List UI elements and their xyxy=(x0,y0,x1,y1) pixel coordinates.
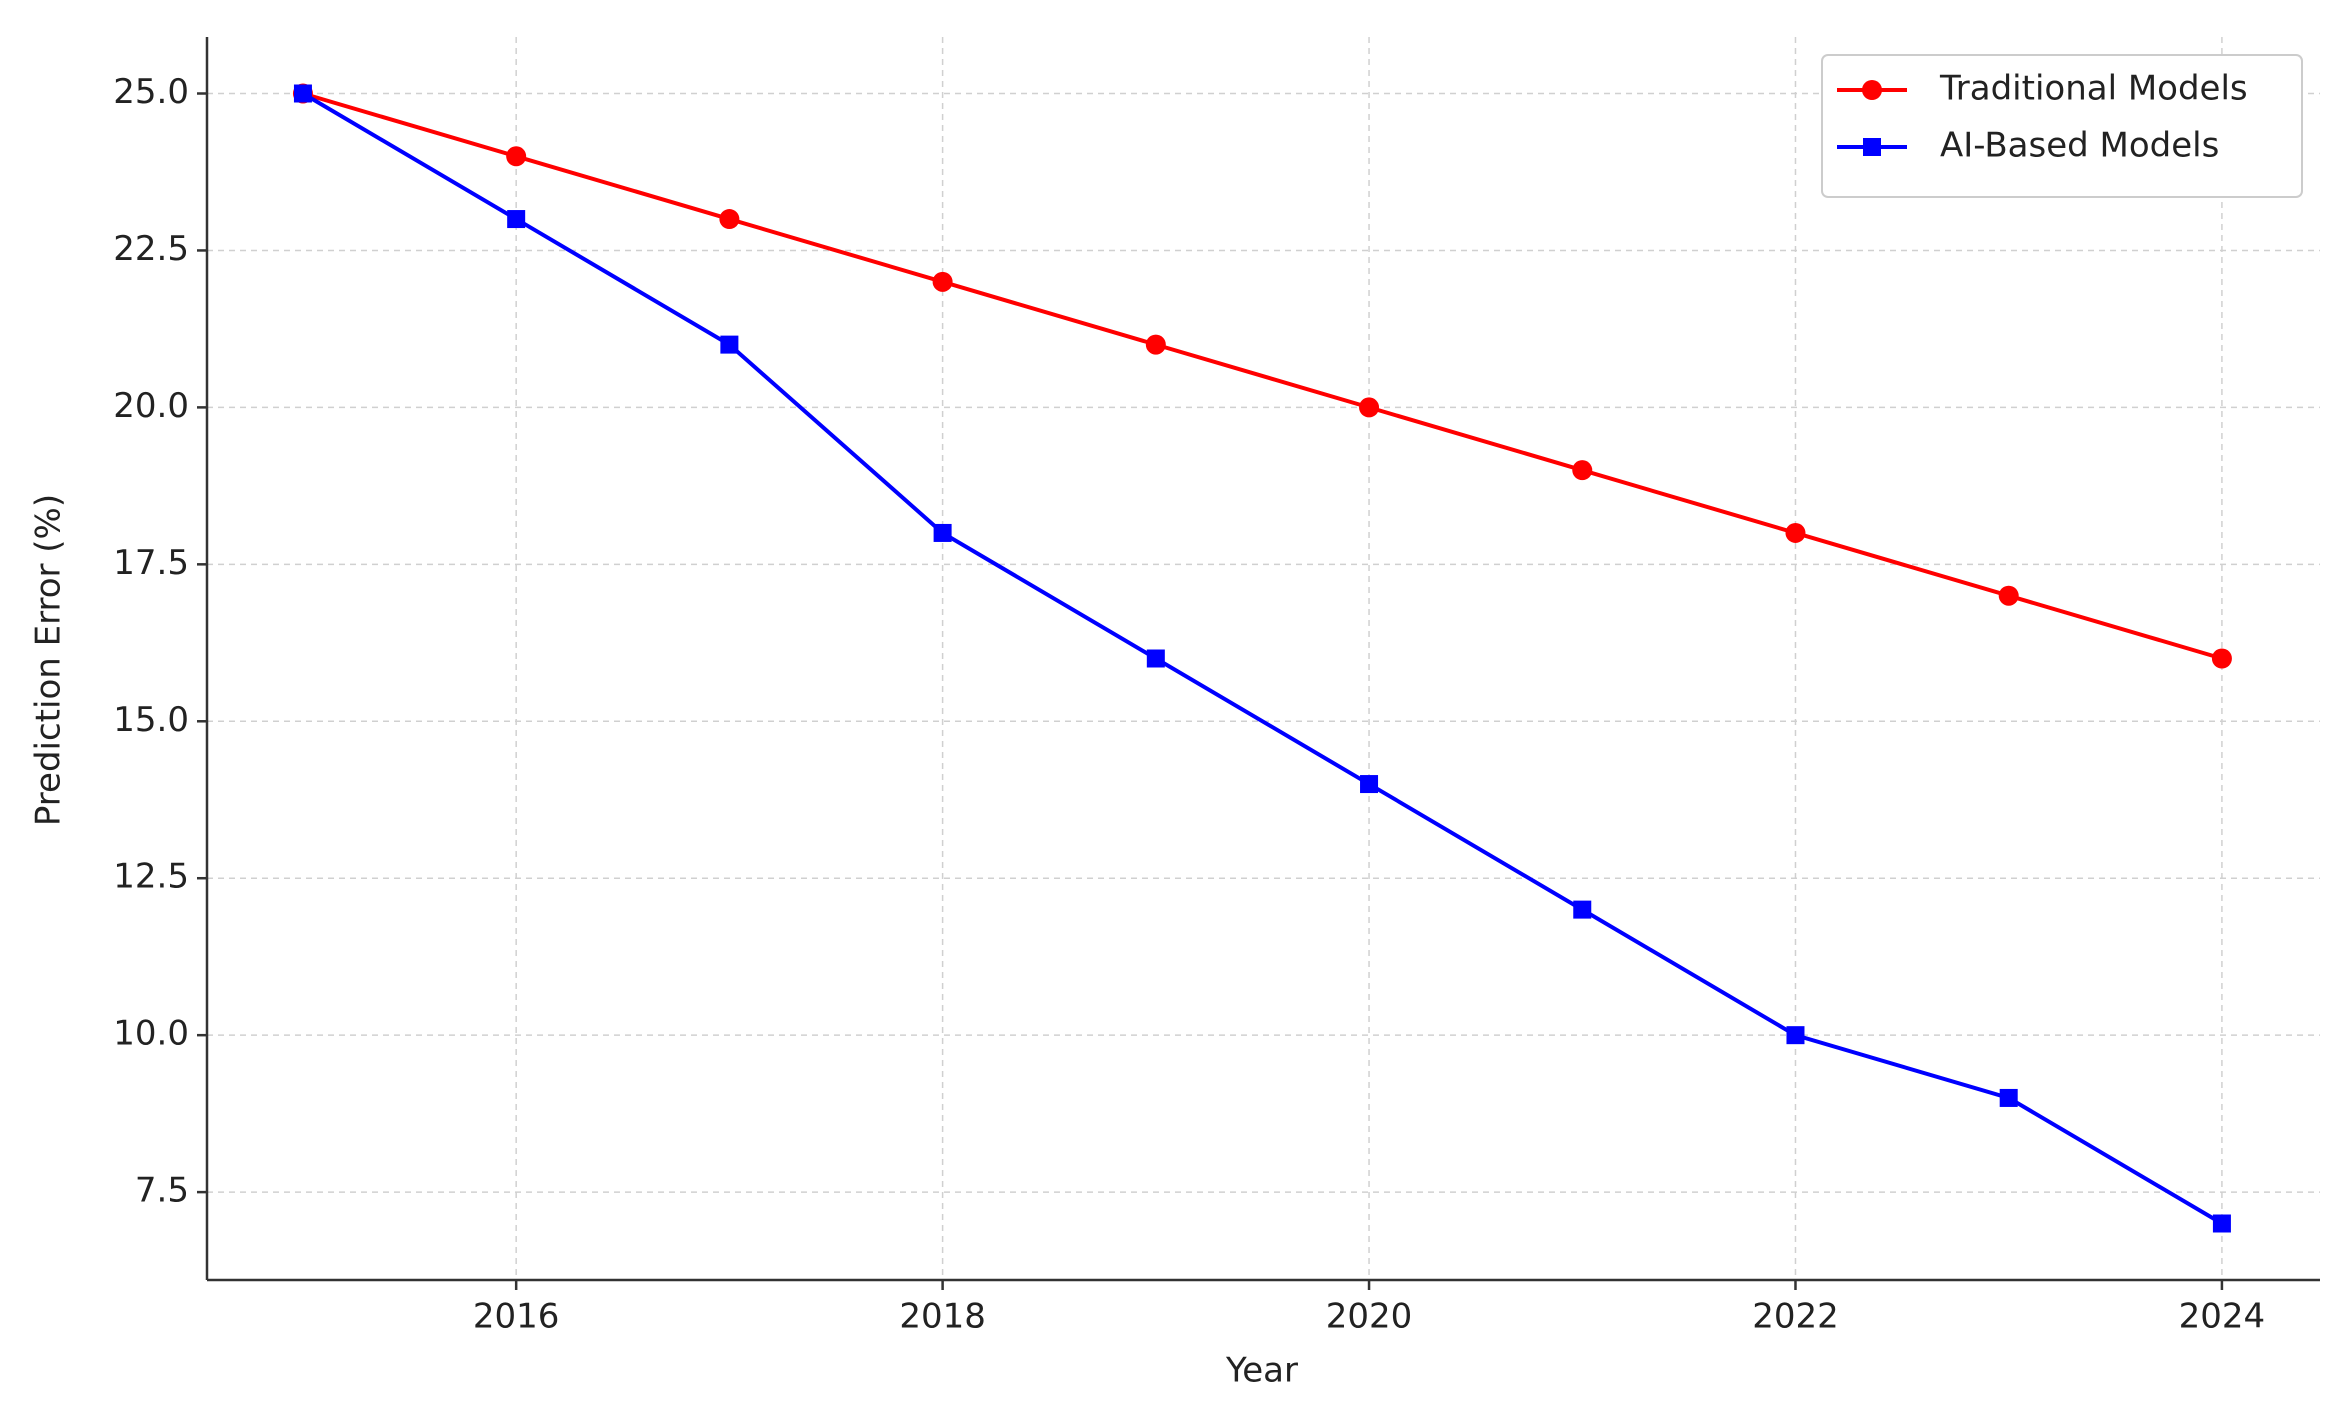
marker xyxy=(1572,460,1593,481)
x-tick-label: 2018 xyxy=(899,1297,986,1337)
marker xyxy=(2211,648,2232,669)
x-tick-label: 2020 xyxy=(1326,1297,1413,1337)
y-tick-label: 7.5 xyxy=(135,1171,189,1211)
marker xyxy=(293,84,312,103)
x-tick-label: 2022 xyxy=(1752,1297,1839,1337)
marker xyxy=(1998,585,2019,606)
marker xyxy=(1145,334,1166,355)
marker xyxy=(1146,649,1165,668)
marker xyxy=(1863,138,1881,156)
marker xyxy=(2212,1214,2231,1233)
y-tick-label: 15.0 xyxy=(113,700,189,740)
marker xyxy=(1359,397,1380,418)
legend-label: Traditional Models xyxy=(1939,69,2248,109)
y-tick-label: 10.0 xyxy=(113,1014,189,1054)
marker xyxy=(933,523,952,542)
y-tick-label: 12.5 xyxy=(113,857,189,897)
x-axis-label: Year xyxy=(1225,1351,1298,1391)
x-tick-label: 2016 xyxy=(473,1297,560,1337)
y-tick-label: 17.5 xyxy=(113,543,189,583)
y-tick-label: 22.5 xyxy=(113,229,189,269)
marker xyxy=(1999,1088,2018,1107)
marker xyxy=(1573,900,1592,919)
marker xyxy=(506,146,527,167)
y-tick-label: 20.0 xyxy=(113,386,189,426)
marker xyxy=(720,335,739,354)
marker xyxy=(507,210,526,229)
x-tick-label: 2024 xyxy=(2179,1297,2266,1337)
y-axis-label: Prediction Error (%) xyxy=(29,494,69,826)
legend-box xyxy=(1821,54,2303,198)
marker xyxy=(1786,1026,1805,1045)
y-tick-label: 25.0 xyxy=(113,72,189,112)
marker xyxy=(1862,80,1882,100)
line xyxy=(301,91,2223,1226)
line xyxy=(302,91,2223,661)
marker xyxy=(1785,522,1806,543)
legend-label: AI-Based Models xyxy=(1940,126,2219,166)
marker xyxy=(1360,775,1379,794)
marker xyxy=(719,209,740,230)
legend: Traditional Models AI-Based Models xyxy=(1821,54,2303,198)
marker xyxy=(932,271,953,292)
